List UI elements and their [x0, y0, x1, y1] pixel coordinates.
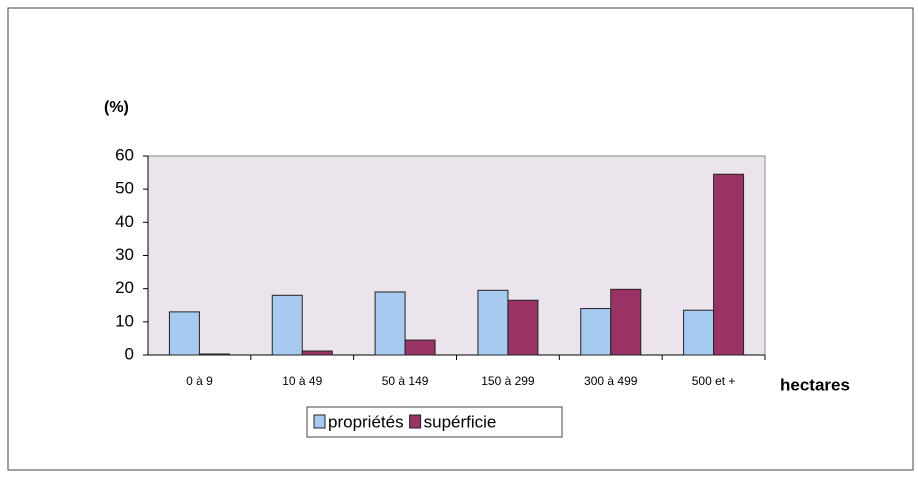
bar — [271, 294, 303, 356]
y-tick-label: 40 — [115, 212, 134, 231]
y-tick-label: 20 — [115, 278, 134, 297]
bar — [713, 173, 745, 356]
legend-label: propriétés — [328, 412, 404, 431]
bar — [477, 289, 509, 356]
x-tick-label: 500 et + — [692, 374, 736, 388]
x-tick-label: 150 à 299 — [481, 374, 535, 388]
bar — [374, 291, 406, 356]
x-axis-label: hectares — [780, 375, 850, 394]
bar — [198, 353, 230, 356]
legend-label: supérficie — [424, 412, 497, 431]
bar — [404, 339, 436, 356]
bar — [301, 350, 333, 356]
legend-swatch — [313, 414, 326, 429]
x-tick-label: 50 à 149 — [382, 374, 429, 388]
y-tick-label: 60 — [115, 145, 134, 164]
plot-area — [147, 155, 766, 356]
x-tick-label: 300 à 499 — [584, 374, 638, 388]
bar — [610, 288, 642, 356]
y-tick-label: 50 — [115, 179, 134, 198]
bar — [683, 309, 715, 356]
bar — [580, 308, 612, 356]
legend-box — [306, 406, 563, 438]
bar — [168, 311, 200, 356]
y-tick-label: 30 — [115, 245, 134, 264]
x-tick-label: 0 à 9 — [186, 374, 213, 388]
y-tick-label: 10 — [115, 311, 134, 330]
x-tick-label: 10 à 49 — [282, 374, 322, 388]
y-tick-label: 0 — [125, 344, 134, 363]
y-axis-label: (%) — [104, 99, 129, 116]
bar — [507, 299, 539, 356]
legend-swatch — [409, 414, 422, 429]
